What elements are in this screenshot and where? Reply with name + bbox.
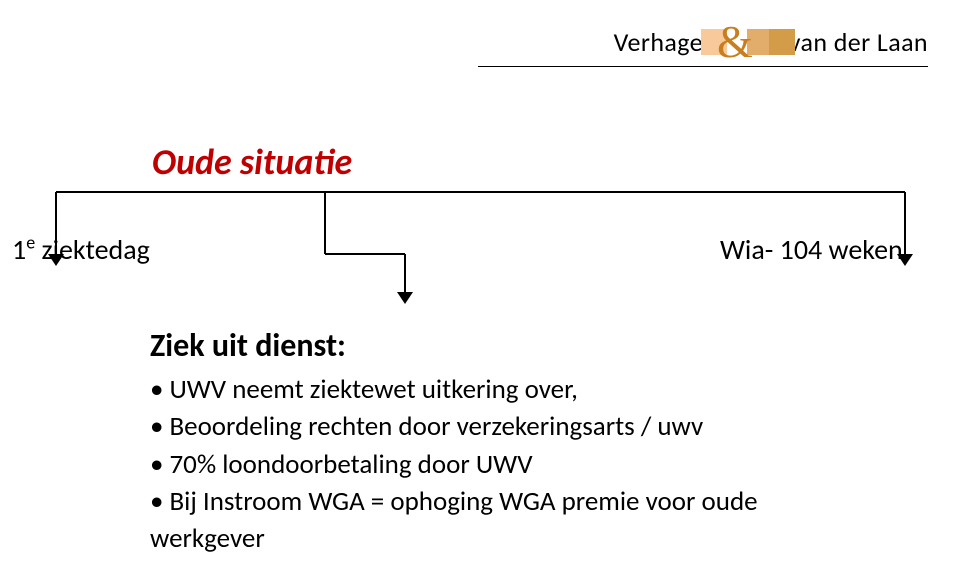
timeline-label-start: 1e ziektedag xyxy=(12,232,150,267)
body-bullet-list: UWV neemt ziektewet uitkering over, Beoo… xyxy=(150,371,870,557)
logo-word-left: Verhage xyxy=(614,26,703,58)
diagram-title: Oude situatie xyxy=(152,140,352,184)
ampersand-icon: & xyxy=(717,19,753,65)
timeline-label-end: Wia- 104 weken xyxy=(720,232,903,267)
body-text: Ziek uit dienst: UWV neemt ziektewet uit… xyxy=(150,326,870,557)
logo-word-right: van der Laan xyxy=(789,26,928,58)
body-bullet: Bij Instroom WGA = ophoging WGA premie v… xyxy=(150,483,870,558)
brand-logo: Verhage & van der Laan xyxy=(614,18,928,66)
logo-underline xyxy=(478,66,928,67)
body-bullet: 70% loondoorbetaling door UWV xyxy=(150,446,870,483)
body-header: Ziek uit dienst: xyxy=(150,326,870,365)
logo-squares: & xyxy=(701,19,791,65)
body-bullet: Beoordeling rechten door verzekeringsart… xyxy=(150,408,870,445)
body-bullet: UWV neemt ziektewet uitkering over, xyxy=(150,371,870,408)
